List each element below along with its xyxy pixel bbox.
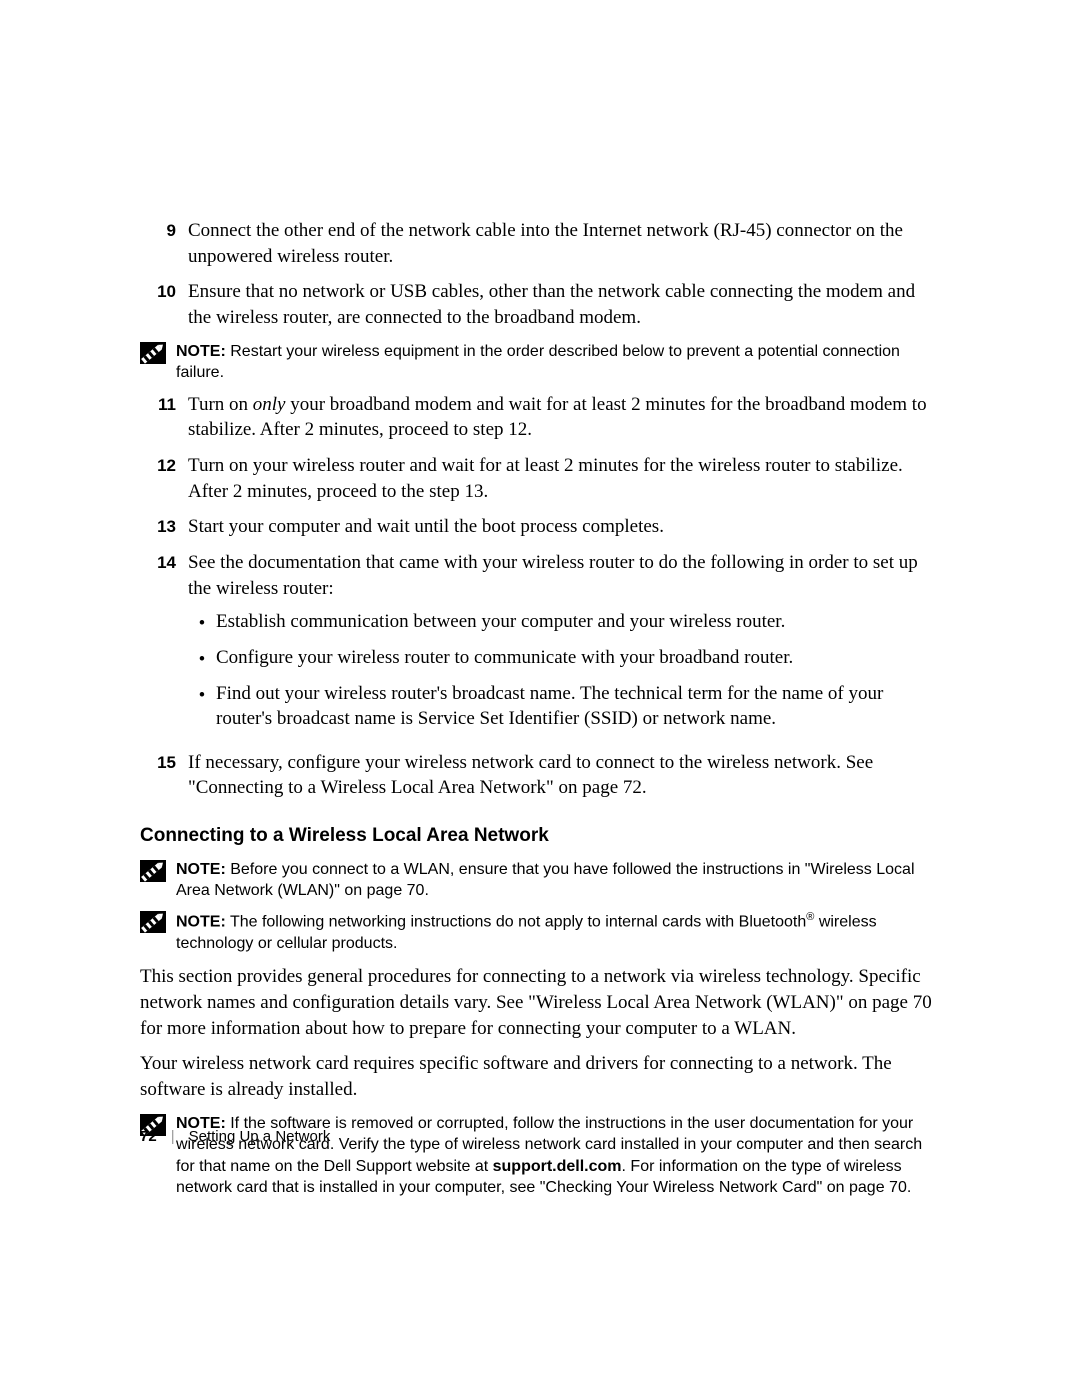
note-label: NOTE: [176,913,226,930]
note-restart: NOTE: Restart your wireless equipment in… [140,341,940,384]
step-9: 9 Connect the other end of the network c… [140,218,940,269]
step-text: Connect the other end of the network cab… [188,218,940,269]
para-software: Your wireless network card requires spec… [140,1051,940,1102]
bullet-text: Establish communication between your com… [216,609,940,637]
step-number: 15 [140,750,188,801]
support-url: support.dell.com [493,1158,622,1175]
step-number: 14 [140,550,188,740]
step-number: 10 [140,279,188,330]
step-15: 15 If necessary, configure your wireless… [140,750,940,801]
note-text: NOTE: Before you connect to a WLAN, ensu… [176,859,940,902]
step-text: Start your computer and wait until the b… [188,514,940,540]
note-body: Restart your wireless equipment in the o… [176,343,900,382]
step-number: 11 [140,392,188,443]
step-10: 10 Ensure that no network or USB cables,… [140,279,940,330]
bullet-3: • Find out your wireless router's broadc… [188,681,940,732]
step-text: If necessary, configure your wireless ne… [188,750,940,801]
bullet-symbol: • [188,681,216,732]
note-label: NOTE: [176,343,226,360]
bullet-1: • Establish communication between your c… [188,609,940,637]
bullet-symbol: • [188,609,216,637]
note-pencil-icon [140,860,166,882]
note-label: NOTE: [176,861,226,878]
step-14-text: See the documentation that came with you… [188,552,918,599]
step-13: 13 Start your computer and wait until th… [140,514,940,540]
note-bluetooth: NOTE: The following networking instructi… [140,910,940,955]
note-software-corrupted: NOTE: If the software is removed or corr… [140,1113,940,1199]
footer-section: Setting Up a Network [189,1128,331,1145]
step-number: 13 [140,514,188,540]
footer-divider: | [171,1128,175,1145]
step-number: 12 [140,453,188,504]
note-body-pre: The following networking instructions do… [230,913,806,930]
para-general: This section provides general procedures… [140,964,940,1041]
note-text: NOTE: Restart your wireless equipment in… [176,341,940,384]
bullet-2: • Configure your wireless router to comm… [188,645,940,673]
bullet-text: Configure your wireless router to commun… [216,645,940,673]
bullet-symbol: • [188,645,216,673]
step-11-pre: Turn on [188,394,253,415]
step-11: 11 Turn on only your broadband modem and… [140,392,940,443]
step-text: Turn on your wireless router and wait fo… [188,453,940,504]
note-pencil-icon [140,342,166,364]
document-page: 9 Connect the other end of the network c… [0,0,1080,1397]
step-11-italic: only [253,394,286,415]
note-text: NOTE: The following networking instructi… [176,910,940,955]
step-text: See the documentation that came with you… [188,550,940,740]
step-14-bullets: • Establish communication between your c… [188,609,940,732]
note-pencil-icon [140,911,166,933]
step-number: 9 [140,218,188,269]
section-heading: Connecting to a Wireless Local Area Netw… [140,823,940,849]
page-content: 9 Connect the other end of the network c… [140,218,940,1199]
step-11-post: your broadband modem and wait for at lea… [188,394,927,441]
step-12: 12 Turn on your wireless router and wait… [140,453,940,504]
note-body: Before you connect to a WLAN, ensure tha… [176,861,915,900]
step-text: Turn on only your broadband modem and wa… [188,392,940,443]
step-14: 14 See the documentation that came with … [140,550,940,740]
note-text: NOTE: If the software is removed or corr… [176,1113,940,1199]
page-number: 72 [140,1128,157,1145]
note-wlan-prereq: NOTE: Before you connect to a WLAN, ensu… [140,859,940,902]
step-text: Ensure that no network or USB cables, ot… [188,279,940,330]
bullet-text: Find out your wireless router's broadcas… [216,681,940,732]
page-footer: 72 | Setting Up a Network [140,1128,330,1145]
